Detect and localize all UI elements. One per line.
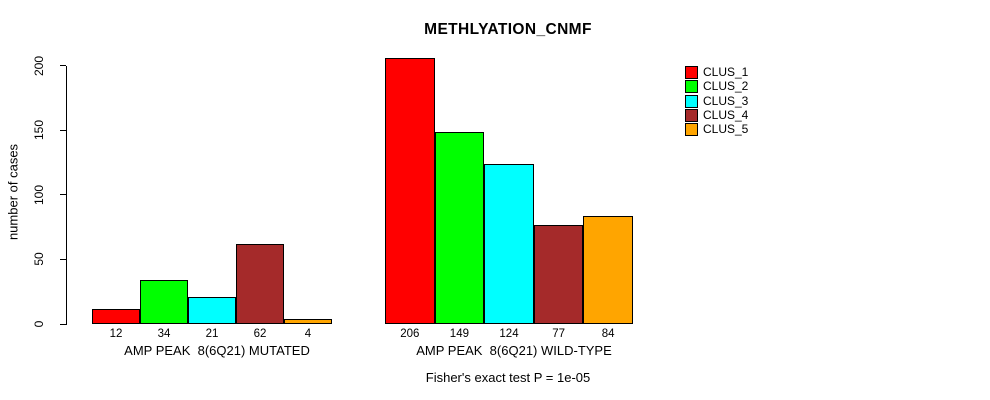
bar [236,243,284,324]
bar-value-label: 34 [157,328,171,340]
legend-label: CLUS_5 [703,122,749,137]
y-axis-label: number of cases [5,143,21,241]
bar [583,215,633,324]
legend-label: CLUS_3 [703,93,749,108]
bar-value-label: 206 [400,328,420,340]
legend-swatch [685,66,698,79]
legend-label: CLUS_2 [703,79,749,94]
bar [533,224,584,324]
bar [385,58,435,324]
y-tick [60,129,66,131]
y-tick [60,65,66,67]
bar [284,318,332,324]
y-tick-label: 50 [32,252,46,267]
bar [484,163,534,324]
bar [188,296,236,324]
legend-swatch [685,123,698,137]
bar-value-label: 124 [499,328,519,340]
y-tick [60,194,66,196]
y-tick [60,258,66,260]
x-category-label: AMP PEAK 8(6Q21) MUTATED [124,343,310,358]
y-tick [60,323,66,325]
bar-value-label: 149 [449,328,469,340]
chart-title: METHLYATION_CNMF [424,21,592,38]
bar-value-label: 21 [205,328,219,340]
legend-swatch [685,108,698,122]
legend-swatch [685,94,698,108]
bar-value-label: 12 [109,328,123,340]
bar [140,280,188,324]
y-tick-label: 100 [32,184,46,205]
fisher-test-annotation: Fisher's exact test P = 1e-05 [425,370,591,385]
bar-value-label: 84 [601,328,615,340]
y-tick-label: 200 [32,55,46,76]
legend-swatch [685,80,698,94]
y-tick-label: 150 [32,120,46,141]
legend-label: CLUS_4 [703,107,749,122]
x-category-label: AMP PEAK 8(6Q21) WILD-TYPE [416,343,612,358]
bar-value-label: 77 [552,328,565,340]
bar [92,308,140,324]
legend-label: CLUS_1 [703,65,749,79]
bar-value-label: 4 [304,328,312,340]
bar [434,131,485,324]
bar-value-label: 62 [253,328,267,340]
y-tick-label: 0 [32,320,46,328]
y-axis-line [66,65,67,325]
